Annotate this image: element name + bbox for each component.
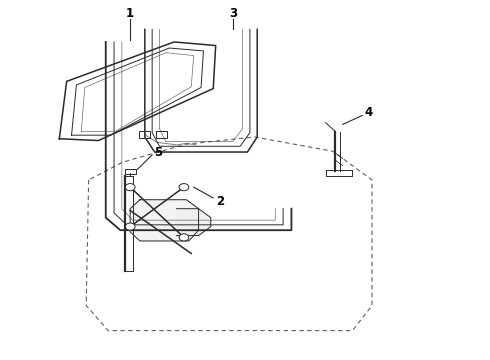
Text: 3: 3 — [229, 8, 237, 21]
Circle shape — [125, 184, 135, 191]
Text: 4: 4 — [365, 106, 373, 119]
Text: 5: 5 — [154, 145, 163, 158]
Circle shape — [179, 184, 189, 191]
Bar — [156, 131, 167, 138]
Circle shape — [179, 234, 189, 241]
Bar — [139, 131, 150, 138]
Text: 2: 2 — [217, 195, 224, 208]
Bar — [125, 169, 136, 174]
Text: 1: 1 — [126, 8, 134, 21]
Polygon shape — [130, 200, 198, 241]
Polygon shape — [176, 209, 211, 235]
Circle shape — [125, 223, 135, 230]
